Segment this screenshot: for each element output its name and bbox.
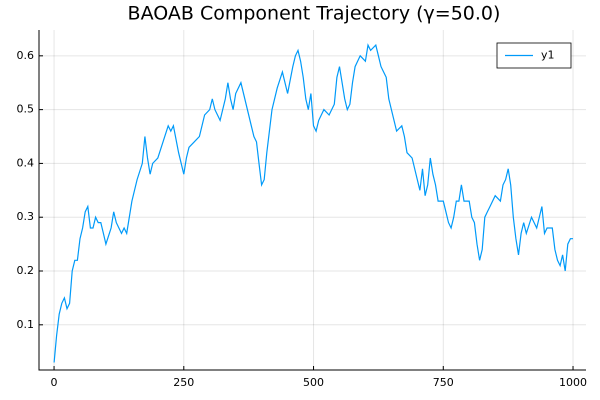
y-tick-label: 0.2 [17,264,35,277]
y-tick-label: 0.3 [17,210,35,223]
y-tick-label: 0.6 [17,49,35,62]
x-tick-label: 500 [303,376,324,389]
x-tick-label: 0 [51,376,58,389]
chart-title: BAOAB Component Trajectory (γ=50.0) [128,3,501,25]
x-tick-label: 750 [433,376,454,389]
y-tick-label: 0.4 [17,156,35,169]
data-line [53,43,573,363]
y-tick-label: 0.1 [17,318,35,331]
x-tick-label: 1000 [559,376,587,389]
axis-frame [38,30,586,371]
y-tick-label: 0.5 [17,103,35,116]
x-tick-label: 250 [173,376,194,389]
legend-label: y1 [541,49,555,62]
